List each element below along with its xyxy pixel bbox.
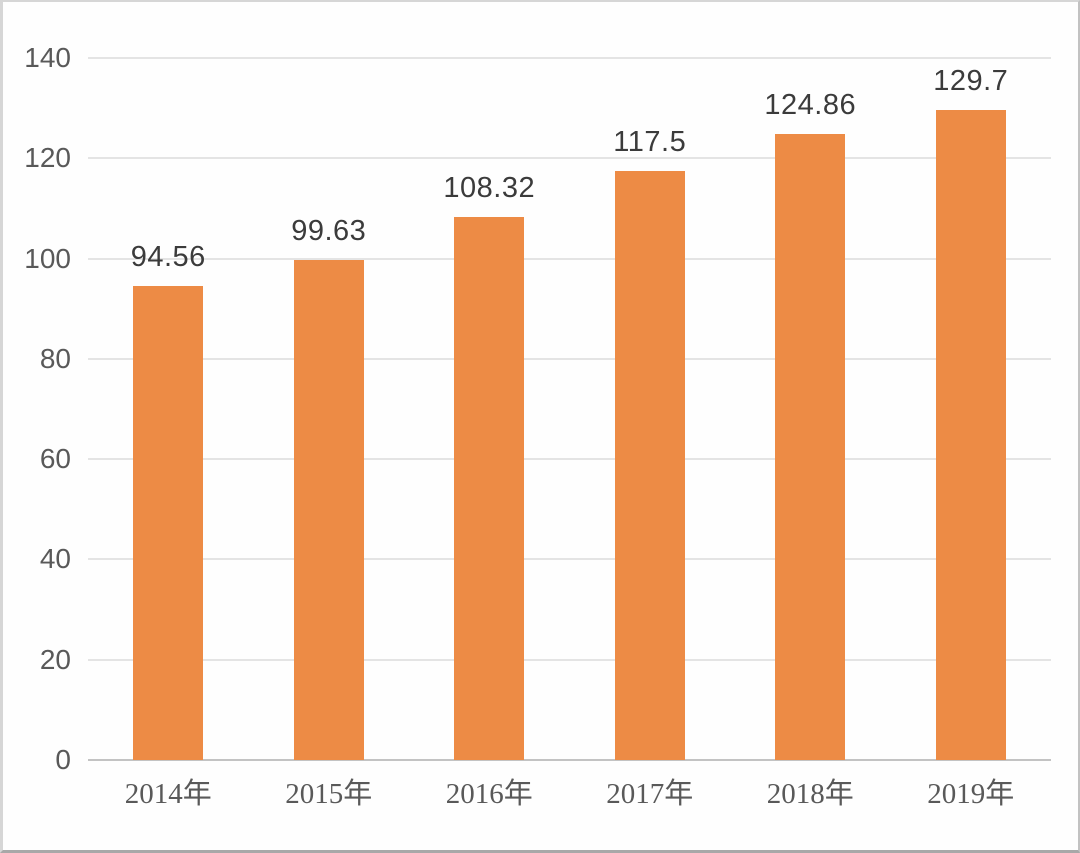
bar-value-label: 99.63 xyxy=(291,215,367,248)
bar xyxy=(614,170,685,760)
x-axis-category-label: 2017年 xyxy=(606,778,694,810)
bar-value-label: 94.56 xyxy=(130,240,206,273)
x-axis-category-label: 2019年 xyxy=(927,778,1015,810)
y-axis-tick-label: 140 xyxy=(24,42,71,73)
y-gridline xyxy=(88,658,1051,661)
y-gridline xyxy=(88,57,1051,59)
x-axis-category-label: 2018年 xyxy=(766,778,854,810)
x-axis-category-label: 2015年 xyxy=(285,778,373,810)
y-axis-tick-label: 80 xyxy=(39,342,71,374)
bar-chart: 0 20 40 60 80 100 120 140 94.56 2014年 99.63 2015年 10… xyxy=(3,2,1078,850)
bar xyxy=(133,285,204,760)
bar-value-label: 108.32 xyxy=(443,171,536,204)
y-axis-tick-label: 100 xyxy=(24,242,71,274)
x-axis-category-label: 2014年 xyxy=(124,778,212,810)
bar-value-label: 129.7 xyxy=(933,64,1009,97)
y-axis-tick-label: 60 xyxy=(39,443,71,475)
y-gridline xyxy=(88,357,1051,360)
y-gridline xyxy=(88,458,1051,461)
x-axis-category-label: 2016年 xyxy=(445,778,533,810)
y-gridline xyxy=(88,157,1051,160)
y-axis-tick-label: 0 xyxy=(55,744,71,775)
y-gridline xyxy=(88,257,1051,260)
bar xyxy=(454,216,525,760)
bar-value-label: 124.86 xyxy=(764,88,857,121)
bar xyxy=(935,109,1006,760)
y-axis-tick-label: 20 xyxy=(39,643,71,675)
x-axis-line xyxy=(88,759,1051,761)
bar xyxy=(293,260,364,760)
y-axis-tick-label: 40 xyxy=(39,543,71,575)
y-gridline xyxy=(88,558,1051,561)
bar xyxy=(775,133,846,760)
bar-value-label: 117.5 xyxy=(613,125,687,158)
y-axis-tick-label: 120 xyxy=(24,142,71,174)
